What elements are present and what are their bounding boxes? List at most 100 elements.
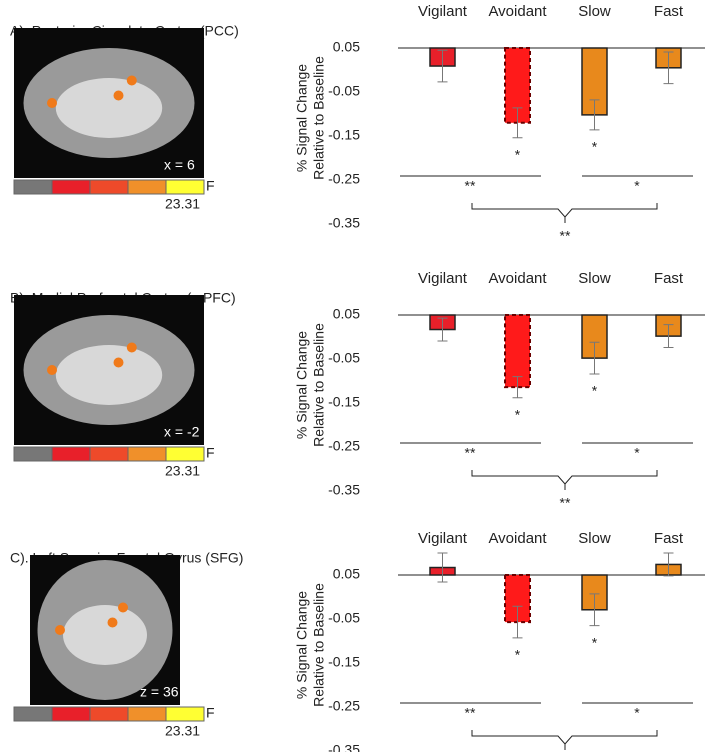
brain-inner [63,605,147,665]
error-bar [663,324,674,349]
y-tick-label: -0.05 [328,610,360,626]
error-bar [589,341,600,375]
colorbar-max: 23.31 [165,196,200,212]
y-tick-label: -0.35 [328,742,360,752]
category-label: Vigilant [418,270,468,287]
error-bar [437,552,448,583]
error-bar [663,51,674,85]
y-tick-label: -0.05 [328,83,360,99]
bar-star: * [515,406,521,422]
brain-inner [55,345,163,405]
y-tick-label: 0.05 [333,566,360,582]
colorbar-max: 23.31 [165,463,200,479]
category-label: Slow [578,270,611,287]
y-axis-label: Relative to Baseline [311,583,327,707]
y-axis-label: % Signal Change [294,591,310,699]
category-label: Fast [654,3,684,20]
colorbar-segment [127,706,167,722]
colorbar-segment [165,446,205,462]
slice-label: x = 6 [164,157,195,173]
bar-star: * [515,146,521,162]
y-axis-label: Relative to Baseline [311,323,327,447]
slice-label: x = -2 [164,424,200,440]
sig-bracket [471,730,658,750]
sig-label: * [634,178,640,194]
bar [581,574,608,611]
activation [47,98,57,108]
y-tick-label: -0.15 [328,394,360,410]
y-tick-label: 0.05 [333,39,360,55]
y-axis-label: % Signal Change [294,64,310,172]
category-label: Avoidant [488,530,547,547]
y-tick-label: -0.15 [328,654,360,670]
colorbar-segment [13,179,53,195]
error-bar [512,107,523,139]
category-label: Vigilant [418,3,468,20]
y-tick-label: 0.05 [333,306,360,322]
category-label: Avoidant [488,3,547,20]
colorbar-segment [51,446,91,462]
sig-label: ** [465,705,476,721]
colorbar-label: F [206,178,215,194]
category-label: Vigilant [418,530,468,547]
bar-star: * [515,647,521,663]
colorbar-segment [89,179,129,195]
colorbar-segment [165,706,205,722]
y-tick-label: -0.35 [328,215,360,231]
bar-star: * [592,634,598,650]
colorbar-segment [13,706,53,722]
y-tick-label: -0.25 [328,438,360,454]
sig-label: ** [465,178,476,194]
category-label: Fast [654,270,684,287]
sig-label: ** [560,228,571,244]
y-axis-label: Relative to Baseline [311,56,327,180]
bar [504,314,531,389]
activation [55,625,65,635]
sig-bracket [471,470,658,490]
activation [126,75,137,86]
activation [113,90,124,101]
error-bar [437,49,448,83]
error-bar [589,593,600,627]
error-bar [589,99,600,131]
error-bar [512,376,523,399]
y-tick-label: -0.25 [328,171,360,187]
colorbar-segment [89,446,129,462]
category-label: Slow [578,3,611,20]
activation [47,365,57,375]
y-tick-label: -0.25 [328,698,360,714]
brain-inner [55,78,163,138]
activation [113,357,124,368]
category-label: Slow [578,530,611,547]
slice-label: z = 36 [140,684,179,700]
colorbar-segment [127,446,167,462]
error-bar [437,317,448,342]
sig-label: * [634,705,640,721]
category-label: Fast [654,530,684,547]
y-tick-label: -0.15 [328,127,360,143]
colorbar-max: 23.31 [165,723,200,739]
colorbar-label: F [206,445,215,461]
sig-label: ** [560,495,571,511]
error-bar [512,605,523,639]
sig-label: ** [465,445,476,461]
colorbar-segment [51,706,91,722]
activation [118,602,128,613]
colorbar-segment [89,706,129,722]
bar-star: * [592,139,598,155]
sig-bracket [471,203,658,223]
colorbar-segment [127,179,167,195]
colorbar-segment [165,179,205,195]
activation [107,617,118,628]
y-tick-label: -0.05 [328,350,360,366]
colorbar-label: F [206,705,215,721]
colorbar-segment [13,446,53,462]
colorbar-segment [51,179,91,195]
activation [126,342,137,353]
sig-label: * [634,445,640,461]
y-axis-label: % Signal Change [294,331,310,439]
category-label: Avoidant [488,270,547,287]
y-tick-label: -0.35 [328,482,360,498]
bar-star: * [592,383,598,399]
